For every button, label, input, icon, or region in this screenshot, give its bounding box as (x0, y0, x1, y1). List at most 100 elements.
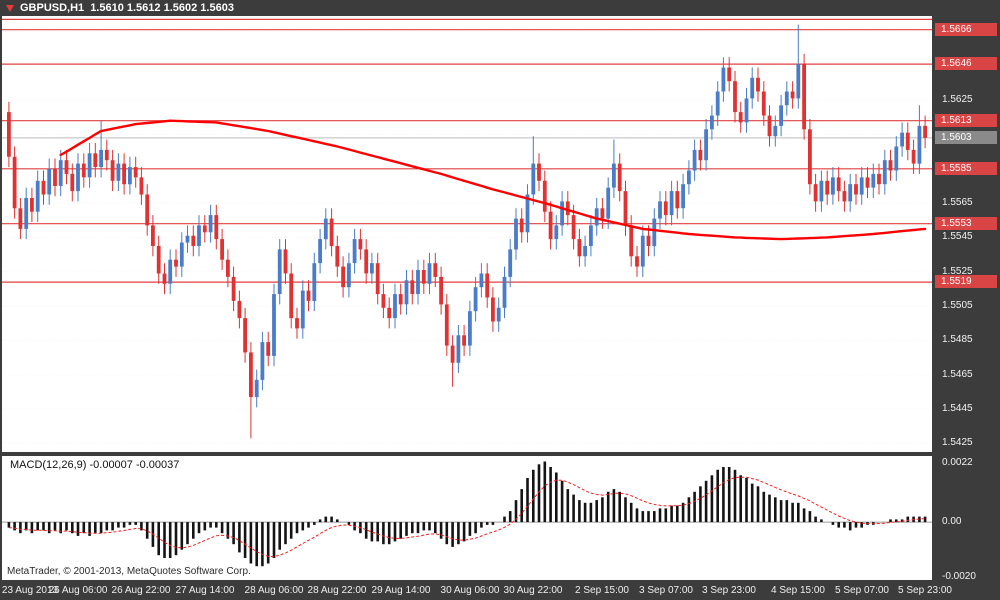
candle-body (859, 177, 864, 195)
candle-body (796, 64, 801, 99)
candle-body (41, 180, 46, 195)
time-axis[interactable]: 23 Aug 2013 26 Aug 06:00 26 Aug 22:00 27 Au… (0, 581, 1000, 600)
candle-body (243, 318, 247, 353)
candle-body (329, 218, 334, 247)
candle-body (854, 184, 858, 195)
candle-body (917, 125, 922, 164)
candle-body (525, 194, 530, 233)
candle-body (865, 177, 870, 188)
price-tick-label: 1.5485 (942, 334, 973, 345)
macd-tick-label: 0.0022 (942, 457, 973, 468)
candle-body (606, 187, 611, 219)
candle-body (439, 276, 443, 305)
candle-body (900, 132, 904, 147)
candle-body (128, 167, 132, 185)
level-price-badge[interactable]: 1.5585 (935, 162, 997, 175)
candle-body (197, 225, 201, 246)
candle-body (231, 276, 236, 301)
candle-body (421, 270, 426, 284)
moving-average-line (59, 119, 927, 241)
candle-body (923, 125, 927, 138)
candle-body (122, 163, 126, 185)
price-tick-label: 1.5625 (942, 94, 973, 105)
candle-body (53, 168, 57, 186)
candle-body (18, 208, 23, 229)
candle-body (894, 146, 899, 171)
candle-body (318, 239, 322, 264)
candle-body (110, 160, 115, 181)
candle-body (514, 218, 518, 250)
candle-body (663, 201, 668, 216)
price-chart-svg[interactable] (2, 16, 932, 452)
candle-body (589, 225, 593, 246)
date-label: 2 Sep 15:00 (575, 585, 629, 596)
candle-body (427, 263, 432, 284)
candle-body (358, 239, 363, 250)
candle-body (612, 163, 616, 188)
date-label: 3 Sep 07:00 (639, 585, 693, 596)
date-label: 26 Aug 06:00 (48, 585, 108, 596)
candle-body (93, 153, 98, 167)
candle-body (99, 149, 103, 168)
candle-body (813, 184, 818, 202)
candle-body (450, 345, 455, 363)
candle-body (191, 235, 196, 246)
candle-body (237, 300, 242, 319)
candle-body (635, 256, 639, 267)
main-price-chart[interactable] (2, 16, 932, 452)
candle-body (179, 242, 184, 267)
candle-body (848, 184, 853, 202)
candle-body (277, 249, 282, 294)
candle-body (594, 208, 599, 226)
candle-body (704, 129, 708, 161)
level-price-badge[interactable]: 1.5646 (935, 57, 997, 70)
candle-body (416, 270, 420, 294)
candle-body (802, 64, 806, 130)
candle-body (87, 153, 92, 178)
candle-body (905, 132, 910, 150)
candle-body (335, 246, 340, 267)
price-axis[interactable]: 1.5625 1.5565 1.5545 1.5525 1.5505 1.5485 1.54… (932, 0, 1000, 600)
price-tick-label: 1.5565 (942, 197, 973, 208)
candle-body (519, 218, 524, 233)
candle-body (266, 342, 271, 356)
candle-body (877, 173, 881, 185)
candle-body (773, 125, 778, 137)
level-price-badge[interactable]: 1.5519 (935, 275, 997, 288)
macd-indicator-panel[interactable]: MACD(12,26,9) -0.00007 -0.00037 MetaTrad… (2, 456, 932, 580)
level-price-badge[interactable]: 1.5553 (935, 217, 997, 230)
candle-body (479, 273, 484, 288)
macd-signal-line (8, 476, 926, 558)
copyright-label: MetaTrader, © 2001-2013, MetaQuotes Soft… (7, 566, 251, 577)
candle-body (784, 91, 789, 106)
level-price-badge[interactable]: 1.5666 (935, 23, 997, 36)
date-label: 29 Aug 14:00 (371, 585, 431, 596)
candle-body (104, 149, 109, 161)
candle-body (30, 198, 34, 212)
price-tick-label: 1.5465 (942, 369, 973, 380)
candle-body (226, 259, 230, 277)
candle-body (249, 352, 253, 397)
candle-body (542, 180, 547, 212)
macd-chart-svg[interactable] (2, 456, 932, 580)
candle-body (260, 342, 265, 380)
candle-body (767, 115, 772, 137)
candle-body (220, 239, 224, 260)
candle-body (502, 276, 507, 308)
candle-body (116, 163, 121, 181)
candle-body (583, 246, 587, 257)
level-price-badge[interactable]: 1.5613 (935, 114, 997, 127)
price-tick-label: 1.5545 (942, 231, 973, 242)
candle-body (433, 263, 438, 277)
candle-body (560, 201, 564, 226)
candle-body (698, 149, 703, 161)
candle-body (836, 177, 841, 192)
candle-body (629, 225, 634, 257)
candle-body (214, 215, 219, 240)
candle-body (750, 77, 755, 99)
candle-body (254, 379, 259, 398)
candle-body (491, 297, 495, 322)
macd-tick-label: -0.0020 (942, 571, 976, 582)
candle-body (12, 156, 17, 209)
candle-body (646, 235, 651, 246)
